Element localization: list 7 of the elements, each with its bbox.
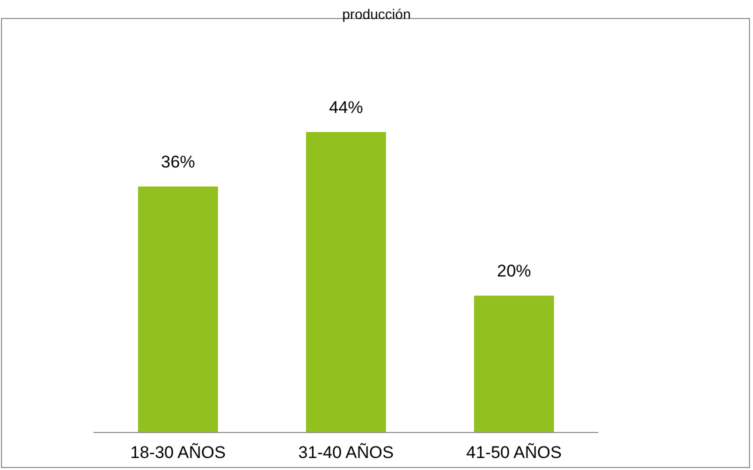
x-tick-label: 18-30 AÑOS <box>130 443 226 462</box>
x-tick-label: 41-50 AÑOS <box>466 443 562 462</box>
data-label: 36% <box>160 152 196 172</box>
data-label: 44% <box>328 98 364 117</box>
x-tick-label: 31-40 AÑOS <box>298 443 394 462</box>
chart-title: producción <box>342 6 411 22</box>
data-label: 20% <box>496 262 532 281</box>
